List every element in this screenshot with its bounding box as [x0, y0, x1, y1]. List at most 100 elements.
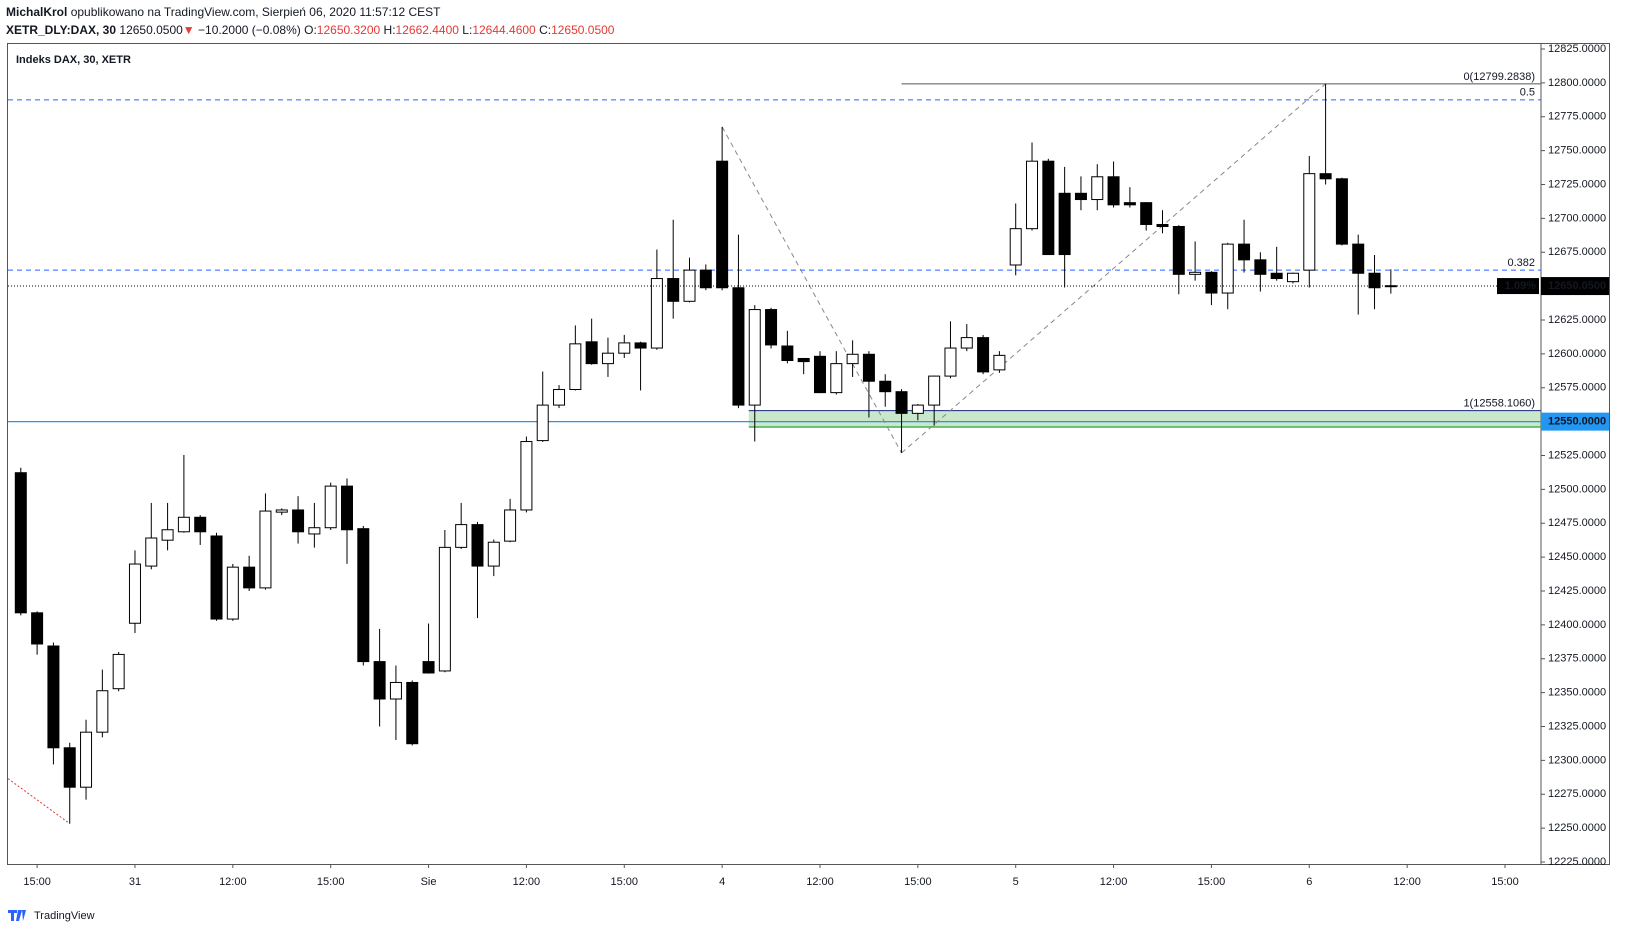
candle-body [520, 441, 533, 511]
candle-body [471, 524, 484, 567]
y-tick-label: 12575.0000 [1548, 382, 1606, 394]
candle-body [993, 354, 1006, 371]
y-tick-label: 12475.0000 [1548, 517, 1606, 529]
candle-body [1189, 271, 1202, 275]
candle-body [1123, 202, 1136, 206]
candle-body [259, 510, 272, 589]
y-tick-label: 12425.0000 [1548, 585, 1606, 597]
y-tick-label: 12675.0000 [1548, 246, 1606, 258]
candle-body [308, 527, 321, 535]
x-tick-label: 6 [1306, 876, 1312, 888]
ohlc-value: 12650.0500 [551, 23, 615, 37]
candle-body [960, 337, 973, 349]
candle-body [618, 342, 631, 354]
candle-body [324, 485, 337, 529]
candle-body [1221, 243, 1234, 294]
candle-body [210, 535, 223, 620]
candle-body [1074, 192, 1087, 201]
ohlc-value: 12662.4400 [395, 23, 459, 37]
candle-body [1091, 176, 1104, 201]
candle-body [944, 347, 957, 377]
y-tick-label: 12600.0000 [1548, 348, 1606, 360]
brand: TradingView [34, 910, 95, 922]
candle-body [226, 566, 239, 620]
last-change-label: 1.09% [1505, 280, 1536, 292]
x-tick-label: 15:00 [1491, 876, 1519, 888]
candle-body [389, 681, 402, 700]
candle-body [732, 287, 745, 406]
candle-body [504, 509, 517, 542]
y-tick-label: 12375.0000 [1548, 653, 1606, 665]
candle-body [1172, 226, 1185, 275]
candle-body [1009, 228, 1022, 266]
candle-body [31, 612, 44, 645]
candle-body [373, 661, 386, 700]
candle-body [977, 337, 990, 373]
y-tick-label: 12500.0000 [1548, 483, 1606, 495]
candle-body [569, 343, 582, 391]
change: −10.2000 (−0.08%) [198, 23, 301, 37]
candle-body [1238, 243, 1251, 261]
x-tick-label: 12:00 [513, 876, 541, 888]
last-price-box [1541, 277, 1609, 296]
candle-body [1303, 173, 1316, 271]
logo: TradingView [8, 910, 95, 922]
ohlc-key: H: [383, 23, 396, 37]
candle-body [813, 355, 826, 394]
hline-price-box [1541, 412, 1609, 431]
candle-body [601, 352, 614, 365]
candle-body [487, 541, 500, 567]
x-tick-label: 15:00 [317, 876, 345, 888]
author: MichalKrol [6, 5, 68, 19]
y-tick-label: 12775.0000 [1548, 111, 1606, 123]
candle-body [634, 342, 647, 349]
y-tick-label: 12225.0000 [1548, 856, 1606, 868]
y-tick-label: 12800.0000 [1548, 77, 1606, 89]
x-tick-label: 12:00 [806, 876, 834, 888]
y-tick-label: 12300.0000 [1548, 754, 1606, 766]
candle-body [553, 389, 566, 406]
plot [8, 83, 1541, 825]
frame [7, 43, 1610, 865]
candle-body [1254, 259, 1267, 275]
x-tick-label: 5 [1013, 876, 1019, 888]
y-tick-label: 12750.0000 [1548, 145, 1606, 157]
candle-body [1042, 160, 1055, 256]
candle-body [585, 341, 598, 365]
support-zone [748, 410, 1541, 428]
y-tick-label: 12450.0000 [1548, 551, 1606, 563]
ohlc: O:12650.3200 H:12662.4400 L:12644.4600 C… [304, 23, 618, 37]
candle-body [406, 681, 419, 745]
candle-body [341, 485, 353, 531]
candle-body [1286, 272, 1299, 283]
candle-body [243, 566, 256, 589]
candle-body [438, 546, 451, 672]
candle-body [63, 747, 76, 788]
candle-body [455, 524, 468, 548]
candle-body [1156, 223, 1169, 228]
candle-body [161, 529, 174, 541]
y-tick-label: 12725.0000 [1548, 178, 1606, 190]
candle-body [830, 363, 843, 394]
header-line-2: XETR_DLY:DAX, 30 12650.0500▼ −10.2000 (−… [6, 21, 618, 39]
candle-body [1026, 160, 1039, 230]
candle-body [928, 375, 941, 406]
zigzag-line [901, 83, 1326, 454]
candle-body [357, 528, 370, 663]
hline-price-label: 12550.0000 [1548, 416, 1606, 428]
x-tick-label: 12:00 [219, 876, 247, 888]
y-tick-label: 12325.0000 [1548, 720, 1606, 732]
candle-body [862, 353, 875, 382]
chart-title: Indeks DAX, 30, XETR [16, 54, 131, 66]
x-tick-label: 31 [129, 876, 141, 888]
candle-body [1270, 272, 1283, 280]
x-tick-label: 12:00 [1393, 876, 1421, 888]
candle-body [650, 278, 663, 349]
candle-body [1058, 192, 1071, 256]
y-tick-label: 12400.0000 [1548, 619, 1606, 631]
candle-body [781, 345, 794, 362]
x-tick-label: 12:00 [1100, 876, 1128, 888]
zigzag-line [721, 126, 902, 454]
